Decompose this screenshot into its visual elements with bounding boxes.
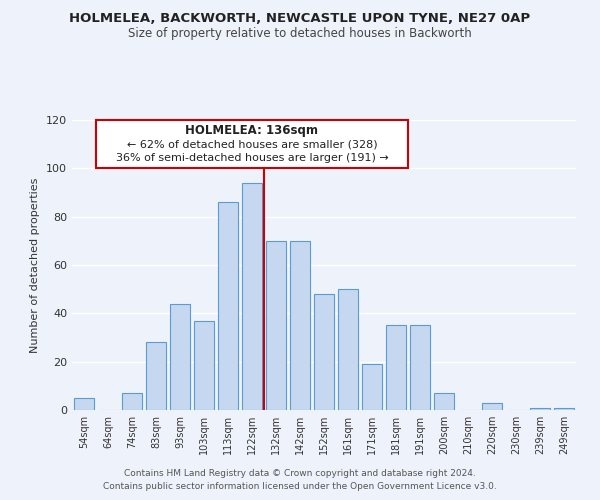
Bar: [146, 342, 166, 410]
Text: HOLMELEA, BACKWORTH, NEWCASTLE UPON TYNE, NE27 0AP: HOLMELEA, BACKWORTH, NEWCASTLE UPON TYNE…: [70, 12, 530, 26]
Bar: [194, 320, 214, 410]
Bar: [530, 408, 550, 410]
Text: Contains HM Land Registry data © Crown copyright and database right 2024.: Contains HM Land Registry data © Crown c…: [124, 468, 476, 477]
Text: HOLMELEA: 136sqm: HOLMELEA: 136sqm: [185, 124, 319, 137]
Bar: [338, 289, 358, 410]
Text: Contains public sector information licensed under the Open Government Licence v3: Contains public sector information licen…: [103, 482, 497, 491]
Text: Size of property relative to detached houses in Backworth: Size of property relative to detached ho…: [128, 28, 472, 40]
Bar: [314, 294, 334, 410]
Bar: [74, 398, 94, 410]
Text: ← 62% of detached houses are smaller (328): ← 62% of detached houses are smaller (32…: [127, 139, 377, 149]
Bar: [242, 183, 262, 410]
FancyBboxPatch shape: [96, 120, 408, 168]
Bar: [170, 304, 190, 410]
Bar: [122, 393, 142, 410]
Bar: [410, 326, 430, 410]
Text: 36% of semi-detached houses are larger (191) →: 36% of semi-detached houses are larger (…: [116, 152, 388, 162]
Bar: [482, 403, 502, 410]
Bar: [554, 408, 574, 410]
Bar: [266, 241, 286, 410]
Bar: [218, 202, 238, 410]
Bar: [434, 393, 454, 410]
Y-axis label: Number of detached properties: Number of detached properties: [31, 178, 40, 352]
Bar: [362, 364, 382, 410]
Bar: [290, 241, 310, 410]
Bar: [386, 326, 406, 410]
